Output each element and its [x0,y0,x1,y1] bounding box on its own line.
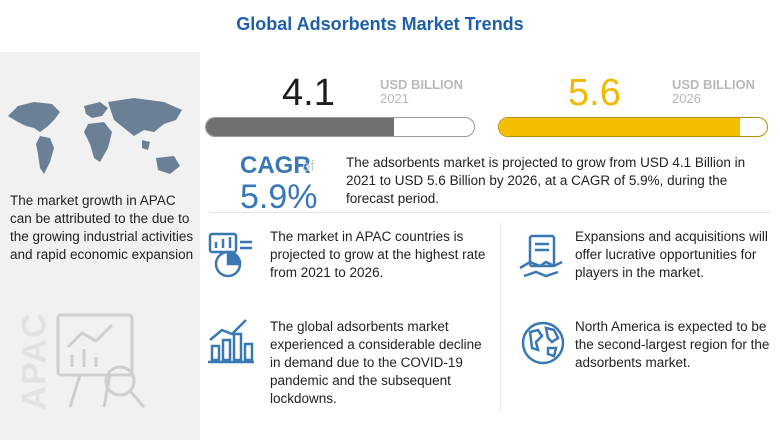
year-2026: 2026 [672,91,701,106]
cagr-label: CAGR [240,152,311,179]
growth-chart-icon [208,232,252,278]
page-title: Global Adsorbents Market Trends [236,14,524,34]
apac-growth-text: The market growth in APAC can be attribu… [10,193,194,262]
cagr-of: of [302,158,315,175]
insight-text-expansions: Expansions and acquisitions will offer l… [575,229,768,280]
unit-label-2021: USD BILLION [380,77,464,92]
insight-text-covid: The global adsorbents market experienced… [270,319,482,406]
analysis-chart-icon [56,313,146,408]
insight-text-north-america: North America is expected to be the seco… [575,319,770,370]
declining-bars-icon [208,319,254,364]
apac-label: APAC [15,312,54,411]
unit-label-2026: USD BILLION [672,77,756,92]
cagr-value: 5.9% [240,178,318,216]
value-2021: 4.1 [282,72,335,114]
unit-2026: USD BILLION 2026 [672,78,755,106]
world-map-icon [8,98,182,174]
insight-text-apac: The market in APAC countries is projecte… [270,229,486,280]
unit-2021: USD BILLION 2021 [380,78,463,106]
year-2021: 2021 [380,91,409,106]
handshake-document-icon [519,234,563,278]
value-2026: 5.6 [568,72,621,114]
divider [210,212,770,213]
market-summary: The adsorbents market is projected to gr… [346,155,746,206]
progress-bar-2021 [205,117,475,137]
globe-icon [521,321,565,365]
progress-fill-2026 [499,118,741,136]
apac-panel: The market growth in APAC can be attribu… [0,52,200,440]
progress-fill-2021 [206,118,394,136]
divider-vertical [500,222,501,412]
progress-bar-2026 [498,117,768,137]
